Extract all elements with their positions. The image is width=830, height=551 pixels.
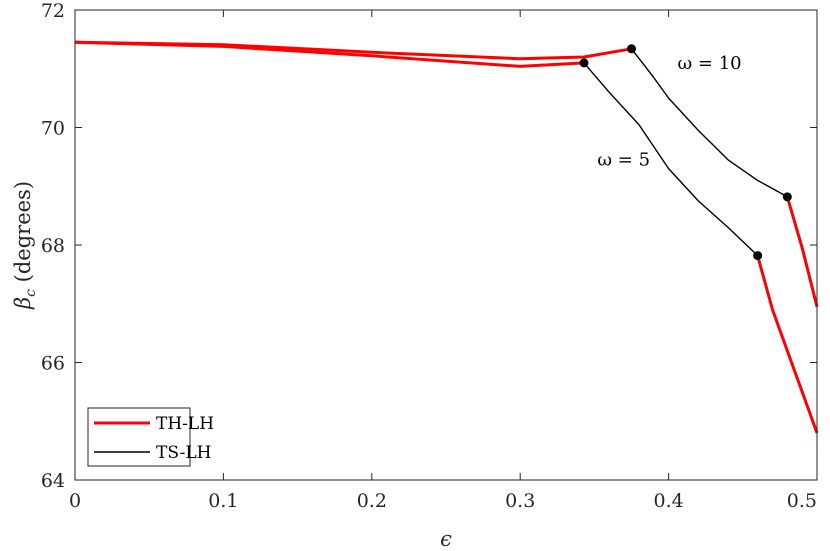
series-line-4 [630,48,788,198]
transition-marker-0 [579,58,589,68]
y-tick-label: 66 [41,353,65,375]
series-line-5 [785,196,819,308]
x-tick-label: 0.1 [208,490,238,512]
transition-marker-1 [627,44,636,54]
legend-label-ts-lh: TS-LH [156,443,211,463]
marker-layer [579,44,792,261]
y-axis-label-symbol: β [11,297,35,310]
series-line-3 [74,40,632,61]
x-tick-label: 0.4 [653,490,683,512]
legend: TH-LH TS-LH [87,407,214,467]
series-line-2 [756,255,819,434]
plot-area [75,10,817,480]
series-line-1 [583,62,759,257]
series-layer [74,40,819,434]
x-tick-label: 0.2 [357,490,387,512]
x-axis-label: ϵ [440,527,452,551]
y-axis-label: βc (degrees) [11,181,39,310]
y-axis-label-subscript: c [23,289,39,297]
transition-marker-2 [753,251,763,261]
x-tick-label: 0 [69,490,81,512]
annotation-omega-10: ω = 10 [678,53,742,74]
legend-label-th-lh: TH-LH [156,414,214,434]
x-tick-label: 0.5 [787,490,817,512]
y-tick-label: 64 [41,470,65,492]
y-axis-label-units: (degrees) [11,181,35,289]
y-tick-label: 72 [41,0,65,22]
y-tick-label: 68 [41,235,65,257]
y-axis-ticks: 64 66 68 70 72 [41,0,817,492]
legend-box [87,407,191,467]
x-axis-ticks: 0 0.1 0.2 0.3 0.4 0.5 [69,10,818,512]
annotation-omega-5: ω = 5 [597,150,650,171]
y-tick-label: 70 [41,118,65,140]
x-tick-label: 0.3 [505,490,535,512]
transition-marker-3 [782,192,792,202]
